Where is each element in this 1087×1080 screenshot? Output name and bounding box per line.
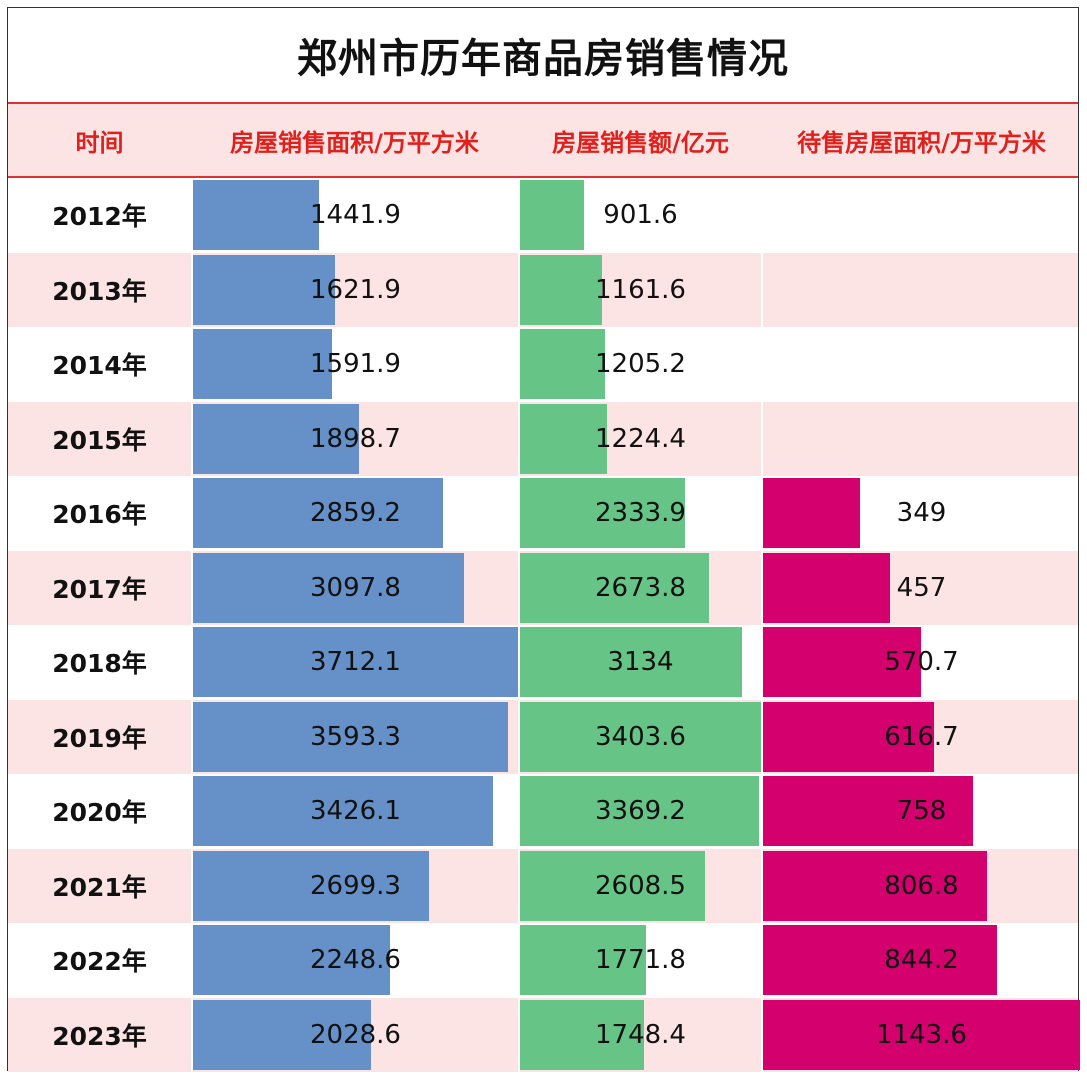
table-row: 2017年 3097.8 2673.8 457: [8, 550, 1078, 625]
sales-area-value-label: 2699.3: [310, 870, 401, 901]
sales-area-bar: [193, 180, 320, 250]
row-year-label: 2022年: [52, 947, 147, 977]
sales-area-bar: [193, 776, 493, 846]
table-row: 2016年 2859.2 2333.9 349: [8, 476, 1078, 551]
sales-area-bar: [193, 254, 335, 325]
sales-amount-bar: [520, 254, 603, 325]
sales-area-value-label: 2248.6: [310, 945, 401, 976]
unsold-area-value-label: 806.8: [884, 870, 959, 901]
unsold-area-value-label: 570.7: [884, 647, 959, 678]
sales-area-value-label: 1591.9: [310, 349, 401, 380]
sales-amount-bar: [520, 925, 646, 995]
header-sales-amount: 房屋销售额/亿元: [552, 128, 729, 157]
sales-area-bar: [193, 403, 360, 474]
table-row: 2022年 2248.6 1771.8 844.2: [8, 923, 1078, 998]
unsold-area-value-label: 758: [896, 796, 947, 827]
table-row: 2019年 3593.3 3403.6 616.7: [8, 699, 1078, 774]
row-year-label: 2021年: [52, 872, 147, 902]
unsold-area-value-label: 349: [896, 498, 947, 529]
sales-amount-value-label: 1771.8: [595, 945, 686, 976]
column-separator: [761, 178, 763, 1072]
sales-area-value-label: 3712.1: [310, 647, 401, 678]
sales-amount-bar: [520, 552, 710, 623]
sales-amount-value-label: 3134: [607, 647, 674, 678]
header-unsold-area: 待售房屋面积/万平方米: [797, 128, 1046, 157]
sales-amount-value-label: 901.6: [603, 200, 678, 231]
row-year-label: 2019年: [52, 723, 147, 753]
sales-area-bar: [193, 701, 508, 772]
unsold-area-bar: [763, 999, 1080, 1070]
sales-area-value-label: 1621.9: [310, 274, 401, 305]
sales-amount-bar: [520, 180, 584, 250]
sales-amount-value-label: 1161.6: [595, 274, 686, 305]
sales-area-value-label: 3097.8: [310, 572, 401, 603]
sales-amount-value-label: 3403.6: [595, 721, 686, 752]
row-year-label: 2015年: [52, 425, 147, 455]
row-year-label: 2023年: [52, 1021, 147, 1051]
sales-amount-value-label: 3369.2: [595, 796, 686, 827]
unsold-area-bar: [763, 925, 997, 995]
sales-area-value-label: 1441.9: [310, 200, 401, 231]
header-time: 时间: [75, 128, 124, 157]
table-row: 2014年 1591.9 1205.2: [8, 327, 1078, 402]
table-row: 2015年 1898.7 1224.4: [8, 401, 1078, 476]
sales-area-bar: [193, 552, 465, 623]
table-header: 时间 房屋销售面积/万平方米 房屋销售额/亿元 待售房屋面积/万平方米: [8, 102, 1078, 178]
unsold-area-value-label: 616.7: [884, 721, 959, 752]
unsold-area-bar: [763, 850, 987, 921]
sales-amount-bar: [520, 701, 761, 772]
row-year-label: 2012年: [52, 202, 147, 232]
table-row: 2012年 1441.9 901.6: [8, 178, 1078, 253]
unsold-area-value-label: 457: [896, 572, 947, 603]
chart-frame: 郑州市历年商品房销售情况 时间 房屋销售面积/万平方米 房屋销售额/亿元 待售房…: [7, 7, 1080, 1072]
sales-area-bar: [193, 850, 430, 921]
header-sales-area: 房屋销售面积/万平方米: [230, 128, 479, 157]
sales-area-value-label: 3426.1: [310, 796, 401, 827]
unsold-area-bar: [763, 701, 934, 772]
row-year-label: 2018年: [52, 649, 147, 679]
row-year-label: 2013年: [52, 276, 147, 306]
column-separator: [518, 178, 520, 1072]
table-row: 2020年 3426.1 3369.2 758: [8, 774, 1078, 849]
column-separator: [191, 178, 193, 1072]
table-row: 2018年 3712.1 3134 570.7: [8, 625, 1078, 700]
sales-area-bar: [193, 925, 390, 995]
unsold-area-bar: [763, 776, 974, 846]
sales-area-bar: [193, 999, 371, 1070]
sales-area-value-label: 2859.2: [310, 498, 401, 529]
table-row: 2013年 1621.9 1161.6: [8, 252, 1078, 327]
sales-area-bar: [193, 478, 444, 548]
unsold-area-bar: [763, 478, 860, 548]
sales-amount-value-label: 1748.4: [595, 1019, 686, 1050]
sales-amount-value-label: 1224.4: [595, 423, 686, 454]
sales-area-value-label: 1898.7: [310, 423, 401, 454]
row-year-label: 2020年: [52, 798, 147, 828]
sales-amount-value-label: 1205.2: [595, 349, 686, 380]
unsold-area-value-label: 1143.6: [876, 1019, 967, 1050]
sales-amount-bar: [520, 999, 644, 1070]
unsold-area-bar: [763, 627, 922, 697]
unsold-area-bar: [763, 552, 890, 623]
sales-amount-value-label: 2673.8: [595, 572, 686, 603]
sales-area-value-label: 3593.3: [310, 721, 401, 752]
sales-amount-bar: [520, 403, 607, 474]
sales-amount-bar: [520, 776, 759, 846]
row-year-label: 2014年: [52, 351, 147, 381]
sales-amount-bar: [520, 850, 705, 921]
sales-amount-bar: [520, 329, 606, 399]
table-row: 2023年 2028.6 1748.4 1143.6: [8, 997, 1080, 1072]
unsold-area-value-label: 844.2: [884, 945, 959, 976]
sales-amount-value-label: 2333.9: [595, 498, 686, 529]
sales-amount-bar: [520, 478, 686, 548]
sales-area-value-label: 2028.6: [310, 1019, 401, 1050]
row-year-label: 2016年: [52, 500, 147, 530]
table-row: 2021年 2699.3 2608.5 806.8: [8, 848, 1078, 923]
sales-area-bar: [193, 329, 333, 399]
row-year-label: 2017年: [52, 574, 147, 604]
chart-title: 郑州市历年商品房销售情况: [297, 36, 789, 82]
sales-amount-value-label: 2608.5: [595, 870, 686, 901]
sales-area-bar: [193, 627, 518, 697]
sales-amount-bar: [520, 627, 742, 697]
